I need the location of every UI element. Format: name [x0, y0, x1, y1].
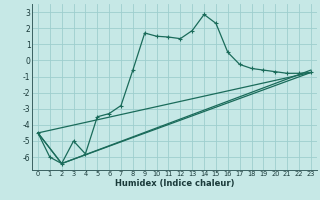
X-axis label: Humidex (Indice chaleur): Humidex (Indice chaleur) [115, 179, 234, 188]
